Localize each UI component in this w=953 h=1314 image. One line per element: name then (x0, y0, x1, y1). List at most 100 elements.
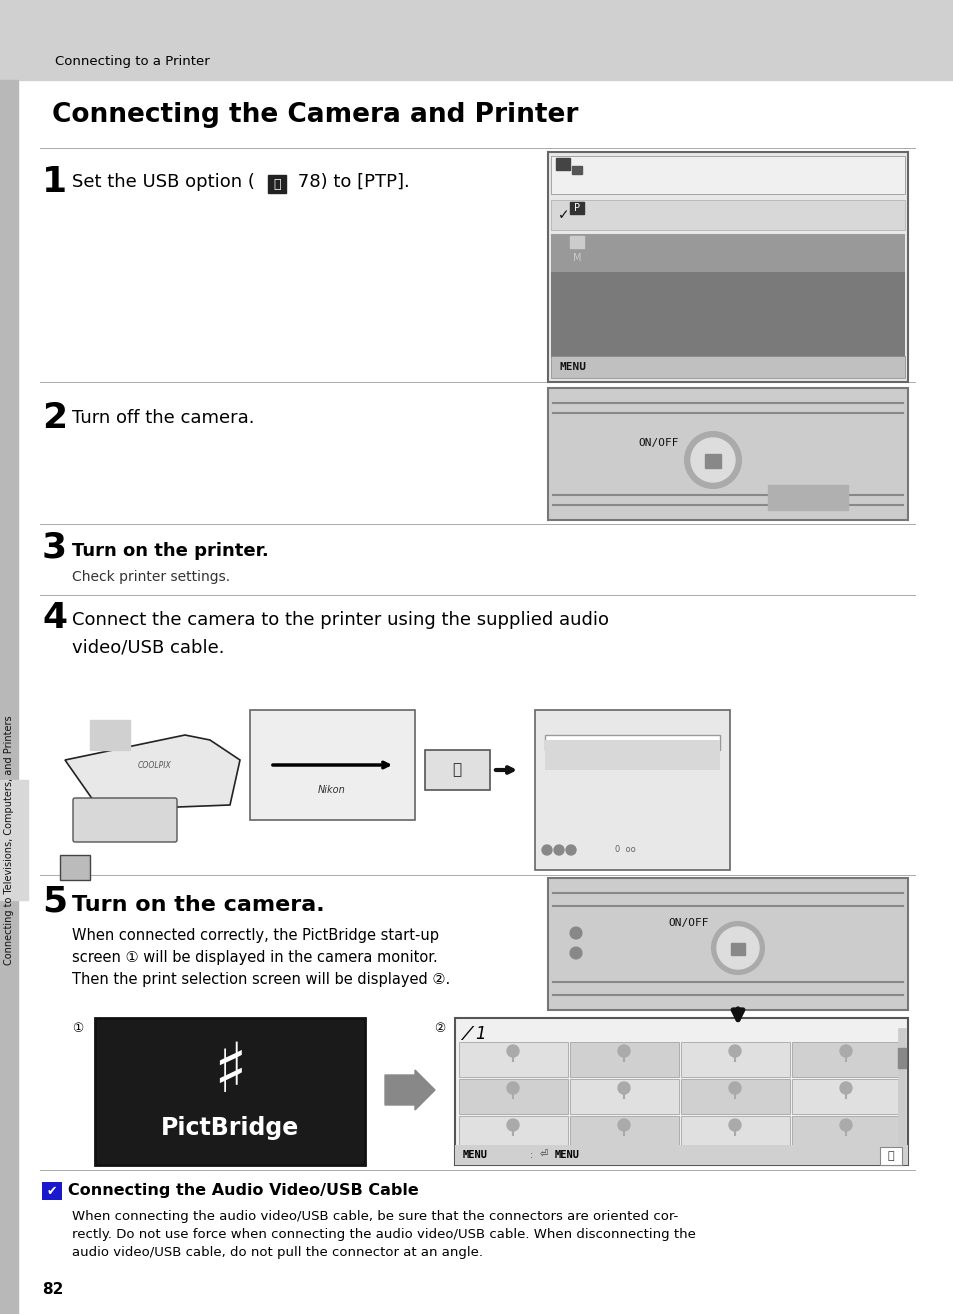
Circle shape (618, 1045, 629, 1056)
Bar (569, 1079, 679, 1114)
Polygon shape (60, 855, 90, 880)
Text: audio video/USB cable, do not pull the connector at an angle.: audio video/USB cable, do not pull the c… (71, 1246, 482, 1259)
Circle shape (506, 1120, 518, 1131)
Text: MENU: MENU (555, 1150, 579, 1160)
Bar (897, 1049, 905, 1068)
Bar (90, 720, 130, 750)
Bar (0, 80, 18, 1314)
Text: Set the USB option (: Set the USB option ( (71, 173, 254, 191)
Text: 2: 2 (42, 401, 67, 435)
Bar (680, 1042, 789, 1077)
Text: ②: ② (434, 1021, 445, 1034)
Text: video/USB cable.: video/USB cable. (71, 639, 224, 656)
Circle shape (618, 1120, 629, 1131)
Text: When connected correctly, the PictBridge start-up
screen ① will be displayed in : When connected correctly, the PictBridge… (71, 928, 450, 987)
Bar (250, 710, 415, 820)
Bar (704, 455, 720, 468)
Circle shape (618, 1081, 629, 1095)
Bar (551, 200, 904, 230)
Text: MENU: MENU (559, 361, 586, 372)
Bar (424, 750, 490, 790)
Bar (458, 1042, 567, 1077)
Circle shape (840, 1045, 851, 1056)
Bar (268, 175, 286, 193)
Bar (547, 878, 907, 1010)
Circle shape (840, 1120, 851, 1131)
Text: Turn on the camera.: Turn on the camera. (71, 895, 324, 915)
Text: 🔍: 🔍 (886, 1151, 893, 1162)
Text: ✔: ✔ (47, 1184, 57, 1197)
Bar (569, 202, 583, 214)
Text: ⨉: ⨉ (273, 177, 280, 191)
FancyBboxPatch shape (73, 798, 177, 842)
Bar (569, 1116, 679, 1151)
Text: 82: 82 (42, 1282, 63, 1297)
Text: ON/OFF: ON/OFF (667, 918, 708, 928)
Bar (0, 0, 953, 80)
Circle shape (565, 845, 576, 855)
Circle shape (690, 438, 734, 482)
Bar (0, 781, 28, 900)
Polygon shape (65, 735, 240, 809)
Text: PictBridge: PictBridge (161, 1116, 299, 1141)
Bar (535, 710, 729, 870)
Text: rectly. Do not use force when connecting the audio video/USB cable. When disconn: rectly. Do not use force when connecting… (71, 1229, 695, 1240)
Bar (791, 1079, 900, 1114)
Circle shape (506, 1045, 518, 1056)
Text: MENU: MENU (462, 1150, 488, 1160)
Bar (551, 156, 904, 194)
Circle shape (728, 1045, 740, 1056)
Bar (544, 735, 720, 750)
Text: ⁄: ⁄ (464, 1025, 468, 1043)
Bar (458, 1079, 567, 1114)
Bar (680, 1079, 789, 1114)
Text: 5: 5 (42, 886, 67, 918)
Text: Turn on the printer.: Turn on the printer. (71, 541, 269, 560)
Bar (730, 943, 744, 955)
Text: Connecting the Audio Video/USB Cable: Connecting the Audio Video/USB Cable (68, 1184, 418, 1198)
Text: M: M (572, 254, 580, 263)
Bar (547, 152, 907, 382)
Text: ✓: ✓ (558, 208, 569, 222)
Bar (569, 1042, 679, 1077)
Text: 0  oo: 0 oo (615, 845, 635, 854)
Text: P: P (574, 202, 579, 213)
Bar (551, 272, 904, 357)
Text: ⏎: ⏎ (539, 1150, 548, 1160)
Text: COOLPIX: COOLPIX (138, 761, 172, 770)
Bar (42, 1183, 62, 1200)
Bar (680, 1116, 789, 1151)
Text: When connecting the audio video/USB cable, be sure that the connectors are orien: When connecting the audio video/USB cabl… (71, 1210, 678, 1223)
Bar (791, 1116, 900, 1151)
Circle shape (717, 926, 759, 968)
Bar (547, 388, 907, 520)
Circle shape (569, 926, 581, 940)
Text: ♯: ♯ (213, 1039, 247, 1106)
Bar (767, 485, 847, 510)
Text: ①: ① (72, 1021, 84, 1034)
Text: 3: 3 (42, 531, 67, 565)
Text: Turn off the camera.: Turn off the camera. (71, 409, 254, 427)
Bar (95, 1018, 365, 1166)
Bar (897, 1028, 905, 1155)
Text: Connecting to a Printer: Connecting to a Printer (55, 55, 210, 68)
Circle shape (728, 1081, 740, 1095)
Text: Connecting the Camera and Printer: Connecting the Camera and Printer (52, 102, 578, 127)
Text: 78) to [PTP].: 78) to [PTP]. (292, 173, 410, 191)
FancyArrow shape (385, 1070, 435, 1110)
Text: Connecting to Televisions, Computers, and Printers: Connecting to Televisions, Computers, an… (4, 715, 14, 964)
Bar (455, 1144, 907, 1166)
Circle shape (541, 845, 552, 855)
Circle shape (840, 1081, 851, 1095)
Bar (551, 234, 904, 272)
Bar (879, 1147, 901, 1166)
Circle shape (711, 922, 763, 974)
Text: 1: 1 (475, 1025, 485, 1043)
Circle shape (67, 1017, 89, 1039)
Circle shape (728, 1120, 740, 1131)
Bar (791, 1042, 900, 1077)
Bar (458, 1116, 567, 1151)
Bar (569, 237, 583, 248)
Text: 4: 4 (42, 600, 67, 635)
Text: 1: 1 (42, 166, 67, 198)
